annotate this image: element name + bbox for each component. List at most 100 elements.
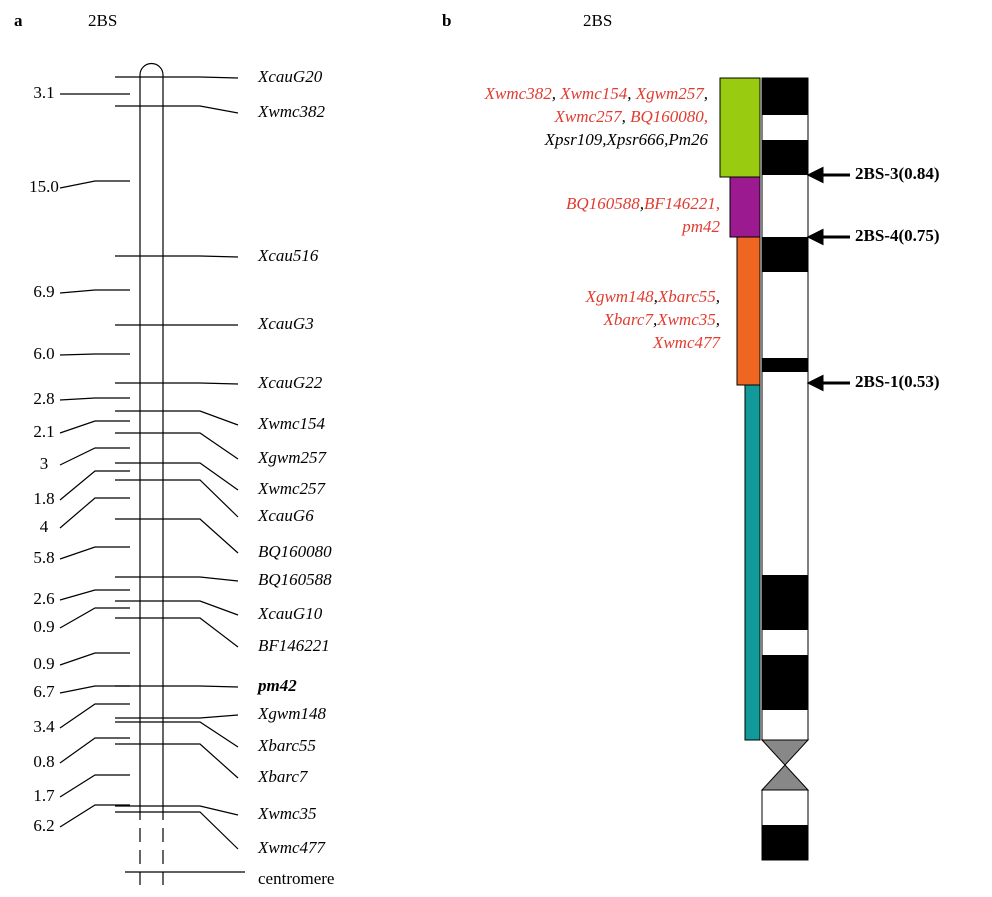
- marker-group-line: Xgwm148,Xbarc55,: [585, 287, 720, 306]
- marker-tick: [115, 812, 238, 849]
- marker-label: Xwmc257: [257, 479, 327, 498]
- distance-label: 5.8: [33, 548, 54, 567]
- distance-tick: [60, 290, 130, 293]
- distance-label: 2.6: [33, 589, 54, 608]
- marker-name: Xwmc35: [656, 310, 716, 329]
- marker-group-bar: [720, 78, 760, 177]
- marker-tick: [115, 806, 238, 815]
- marker-group-line: Xwmc477: [652, 333, 722, 352]
- distance-label: 6.2: [33, 816, 54, 835]
- marker-tick: [115, 433, 238, 459]
- marker-name: ,: [552, 84, 561, 103]
- centromere: [762, 740, 808, 790]
- marker-tick: [115, 601, 238, 615]
- marker-label: Xwmc35: [257, 804, 317, 823]
- marker-tick: [115, 519, 238, 553]
- centromere-label: centromere: [258, 869, 334, 888]
- distance-tick: [60, 398, 130, 400]
- chromosome-arm: [762, 78, 808, 740]
- distance-label: 0.9: [33, 617, 54, 636]
- band: [762, 78, 808, 115]
- band: [762, 237, 808, 272]
- breakpoint-label: 2BS-4(0.75): [855, 226, 940, 245]
- distance-tick: [60, 704, 130, 728]
- breakpoint-label: 2BS-3(0.84): [855, 164, 940, 183]
- distance-label: 1.8: [33, 489, 54, 508]
- arrow: [810, 231, 850, 243]
- distance-tick: [60, 354, 130, 355]
- distance-tick: [60, 421, 130, 433]
- chromosome-gap: [140, 828, 163, 885]
- distance-tick: [60, 590, 130, 600]
- marker-tick: [115, 256, 238, 257]
- marker-tick: [115, 722, 238, 747]
- marker-name: Xgwm257: [635, 84, 706, 103]
- marker-label: Xbarc55: [257, 736, 316, 755]
- marker-name: ,: [627, 84, 636, 103]
- marker-label: BQ160080: [258, 542, 332, 561]
- marker-label: BF146221: [258, 636, 330, 655]
- figure: a 2BS b 2BS centromere 3.115.06.96.02.82…: [0, 0, 992, 897]
- marker-name: pm42: [681, 217, 720, 236]
- marker-label: Xwmc477: [257, 838, 327, 857]
- arrow: [810, 169, 850, 181]
- distance-tick: [60, 498, 130, 528]
- distance-label: 0.9: [33, 654, 54, 673]
- marker-tick: [115, 411, 238, 425]
- distance-label: 0.8: [33, 752, 54, 771]
- panel-label: a: [14, 11, 23, 30]
- marker-label: Xcau516: [257, 246, 319, 265]
- marker-label: Xgwm148: [257, 704, 327, 723]
- marker-name: BQ160080,: [630, 107, 708, 126]
- band: [762, 358, 808, 372]
- marker-label: XcauG6: [257, 506, 314, 525]
- distance-label: 2.8: [33, 389, 54, 408]
- marker-label: Xbarc7: [257, 767, 309, 786]
- marker-name: BF146221,: [644, 194, 720, 213]
- marker-label: XcauG20: [257, 67, 323, 86]
- marker-name: ,: [704, 84, 708, 103]
- distance-label: 6.9: [33, 282, 54, 301]
- band: [762, 140, 808, 175]
- marker-group-bar: [745, 385, 760, 740]
- marker-name: Xwmc382: [484, 84, 553, 103]
- marker-name: ,: [622, 107, 631, 126]
- marker-name: Xwmc477: [652, 333, 722, 352]
- marker-tick: [115, 618, 238, 647]
- distance-tick: [60, 738, 130, 763]
- marker-tick: [115, 463, 238, 490]
- marker-group-line: Xwmc257, BQ160080,: [554, 107, 708, 126]
- marker-label: XcauG10: [257, 604, 323, 623]
- marker-name: Xbarc7: [603, 310, 655, 329]
- distance-tick: [60, 181, 130, 188]
- marker-label: XcauG3: [257, 314, 314, 333]
- panel-label: b: [442, 11, 451, 30]
- breakpoint-label: 2BS-1(0.53): [855, 372, 940, 391]
- marker-tick: [115, 106, 238, 113]
- distance-label: 15.0: [29, 177, 59, 196]
- distance-label: 6.0: [33, 344, 54, 363]
- distance-label: 6.7: [33, 682, 55, 701]
- distance-label: 3: [40, 454, 49, 473]
- marker-name: ,: [716, 310, 720, 329]
- marker-label: XcauG22: [257, 373, 323, 392]
- band: [762, 655, 808, 710]
- distance-label: 4: [40, 517, 49, 536]
- distance-label: 3.1: [33, 83, 54, 102]
- distance-label: 3.4: [33, 717, 55, 736]
- distance-tick: [60, 686, 130, 693]
- marker-tick: [115, 686, 238, 687]
- marker-group-bar: [730, 177, 760, 237]
- distance-label: 2.1: [33, 422, 54, 441]
- marker-group-bar: [737, 237, 760, 385]
- marker-name: Xpsr109,Xpsr666,Pm26: [544, 130, 709, 149]
- marker-label: pm42: [256, 676, 297, 695]
- distance-tick: [60, 547, 130, 559]
- marker-group-line: BQ160588,BF146221,: [566, 194, 720, 213]
- distance-tick: [60, 653, 130, 665]
- marker-name: Xgwm148: [585, 287, 655, 306]
- marker-group-line: Xbarc7,Xwmc35,: [603, 310, 720, 329]
- band: [762, 575, 808, 630]
- marker-tick: [115, 744, 238, 778]
- marker-label: BQ160588: [258, 570, 332, 589]
